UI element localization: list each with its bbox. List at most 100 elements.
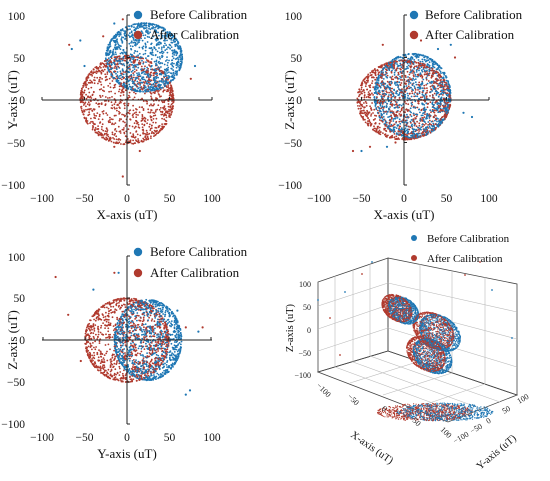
point-before [150, 58, 153, 60]
point-after [150, 92, 153, 95]
point-after [371, 82, 373, 85]
point-after [374, 74, 377, 77]
point-after [92, 68, 95, 71]
point-after [81, 111, 84, 114]
point-after [406, 134, 409, 136]
legend-label-after: After Calibration [150, 27, 240, 42]
point-before [384, 93, 387, 95]
point-before [160, 66, 162, 68]
point-before [437, 96, 440, 98]
point-after [374, 69, 377, 72]
point-before [142, 328, 145, 331]
point-after [142, 100, 145, 102]
point-after [101, 78, 103, 80]
point-after [128, 125, 131, 127]
point-after [104, 96, 107, 98]
point-after [401, 132, 404, 135]
point-before [431, 60, 433, 63]
point-after [101, 89, 104, 92]
point-after [393, 136, 396, 139]
point-after [398, 113, 401, 115]
point-before [421, 123, 424, 126]
point-after [86, 103, 89, 106]
outlier-before [385, 145, 389, 148]
point-before [128, 64, 131, 67]
point-after [141, 126, 144, 129]
point-after [124, 114, 126, 117]
point-after [389, 121, 391, 124]
point-before [168, 76, 171, 78]
point-before [113, 63, 116, 66]
point-before [176, 70, 178, 73]
point-before [136, 58, 139, 61]
point-after [429, 85, 432, 88]
point-before [390, 80, 393, 83]
point-after [436, 100, 438, 103]
point-after [137, 123, 140, 126]
point-before [156, 372, 159, 375]
point-before [154, 54, 157, 56]
point-after [128, 96, 131, 99]
point-after [414, 134, 417, 137]
point-before [171, 49, 173, 52]
point-before [426, 59, 428, 62]
point-after [408, 138, 411, 141]
point-after [443, 100, 446, 103]
point-before [166, 39, 168, 42]
point-after [101, 123, 104, 126]
point-after [437, 71, 439, 74]
point-after [409, 92, 411, 95]
point-after [90, 107, 92, 110]
point-after [374, 78, 376, 81]
point-after [88, 111, 90, 114]
point-after [357, 91, 359, 94]
point-after [95, 346, 97, 348]
point-before [128, 32, 131, 34]
point-after [83, 91, 85, 94]
point-before [155, 365, 157, 368]
point-before [138, 46, 141, 49]
point-before [115, 34, 117, 37]
point-before [445, 83, 447, 86]
point-after [164, 122, 167, 125]
point-after [141, 117, 144, 120]
x-tick-label: 50 [441, 193, 453, 205]
point-before [442, 92, 445, 95]
point-before [142, 53, 145, 56]
point-before [159, 57, 162, 60]
point-after [102, 112, 105, 115]
point-before [417, 59, 420, 61]
point-after [135, 111, 138, 114]
point-after [367, 76, 370, 78]
point-before [387, 116, 389, 118]
point-after [106, 130, 108, 133]
point-after [102, 129, 105, 132]
point-before [130, 30, 133, 33]
point-before [147, 30, 149, 33]
point-before [399, 89, 401, 92]
point-before [419, 60, 422, 63]
point-before [137, 87, 140, 90]
point-after [367, 124, 370, 127]
point-after [113, 349, 115, 352]
point-after [366, 88, 368, 91]
point-after [122, 114, 125, 116]
point-after [420, 132, 423, 135]
point-after [370, 109, 373, 111]
point-before [423, 111, 425, 114]
point-after [123, 127, 125, 129]
point-after [168, 108, 170, 111]
point-after [132, 72, 135, 75]
y-tick-label: −100 [278, 180, 302, 192]
point-before [124, 38, 126, 40]
point-before [142, 62, 145, 65]
point-before [147, 55, 150, 57]
point-after [362, 79, 365, 82]
point-after [413, 95, 416, 98]
point-before [421, 60, 424, 63]
point-after [412, 72, 414, 74]
point-after [387, 134, 389, 137]
point-after [122, 120, 125, 123]
y-tick-label: −50 [284, 138, 302, 150]
point-after [393, 60, 396, 63]
